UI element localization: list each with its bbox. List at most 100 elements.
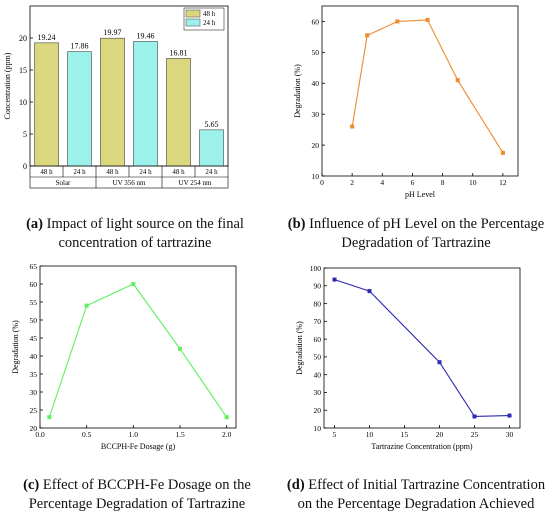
group-label: UV 254 nm	[179, 179, 212, 187]
y-tick-label: 15	[19, 66, 27, 75]
x-tick-label: 15	[401, 430, 409, 439]
y-tick-label: 70	[314, 317, 322, 326]
caption-a-text: Impact of light source on the final conc…	[46, 216, 244, 251]
data-point	[332, 277, 337, 282]
plot-frame	[39, 265, 237, 429]
bar-label: 48 h	[106, 168, 119, 176]
y-tick-label: 90	[314, 282, 322, 291]
y-axis-label: Concentration (ppm)	[3, 52, 12, 119]
y-tick-label: 20	[312, 141, 320, 150]
x-tick-label: 8	[441, 178, 445, 187]
bar-label: 48 h	[40, 168, 53, 176]
y-tick-label: 60	[312, 17, 320, 26]
bar	[100, 37, 125, 167]
plot-frame	[323, 267, 521, 429]
y-tick-label: 50	[30, 316, 38, 325]
x-axis-label: BCCPH-Fe Dosage (g)	[101, 442, 176, 451]
legend-label: 24 h	[203, 19, 216, 27]
series-line	[334, 279, 510, 417]
y-axis-label: Degradation (%)	[11, 320, 20, 374]
data-point	[500, 150, 505, 155]
data-point	[84, 303, 89, 308]
y-tick-label: 55	[30, 298, 38, 307]
data-point	[365, 33, 370, 38]
x-tick-label: 20	[436, 430, 444, 439]
data-point	[178, 346, 182, 351]
x-tick-label: 6	[411, 178, 415, 187]
y-tick-label: 45	[30, 334, 38, 343]
caption-c: (c) Effect of BCCPH-Fe Dosage on the Per…	[6, 476, 268, 514]
chart-light-source: 0 5 10 15 20 Concentration (ppm) 19.24 17.86 19.…	[3, 5, 229, 189]
x-tick-label: 0.0	[35, 430, 45, 439]
x-axis-label: pH Level	[405, 190, 436, 199]
x-tick-label: 12	[499, 178, 507, 187]
bar-value-label: 17.86	[71, 42, 89, 51]
chart-initial-concentration: 5 10 15 20 25 30 10 20 30 40 50 60 70 80 90 100 Tartrazi…	[295, 264, 521, 451]
bar-value-label: 19.97	[104, 28, 122, 37]
bar-label: 24 h	[139, 168, 152, 176]
group-label: Solar	[56, 179, 71, 187]
bar-label: 24 h	[73, 168, 86, 176]
y-tick-label: 60	[314, 335, 322, 344]
x-tick-label: 30	[506, 430, 514, 439]
y-tick-label: 40	[314, 370, 322, 379]
bar-value-label: 16.81	[170, 48, 188, 57]
y-tick-label: 10	[312, 172, 320, 181]
y-tick-label: 10	[314, 424, 322, 433]
y-tick-label: 20	[30, 424, 38, 433]
x-tick-label: 1.0	[129, 430, 139, 439]
y-tick-label: 0	[23, 162, 27, 171]
x-tick-label: 2.0	[222, 430, 232, 439]
y-axis-label: Degradation (%)	[293, 64, 302, 118]
bar	[34, 42, 59, 167]
bar	[166, 58, 191, 167]
y-tick-label: 40	[30, 352, 38, 361]
legend-swatch	[185, 18, 201, 27]
bar-label: 48 h	[172, 168, 185, 176]
plot-frame	[321, 5, 519, 177]
data-point	[437, 360, 442, 365]
y-tick-label: 80	[314, 299, 322, 308]
caption-b: (b) Influence of pH Level on the Percent…	[286, 215, 546, 253]
y-tick-label: 100	[310, 264, 322, 273]
bar-label: 24 h	[205, 168, 218, 176]
y-tick-label: 30	[30, 388, 38, 397]
data-point	[472, 414, 477, 419]
x-tick-label: 2	[350, 178, 354, 187]
x-tick-label: 10	[469, 178, 477, 187]
y-tick-label: 20	[19, 34, 27, 43]
y-tick-label: 30	[314, 388, 322, 397]
y-tick-label: 60	[30, 280, 38, 289]
data-point	[224, 415, 229, 420]
y-tick-label: 65	[30, 262, 38, 271]
bar	[67, 51, 92, 167]
caption-c-letter: (c)	[23, 477, 40, 493]
legend-swatch	[185, 9, 201, 18]
x-tick-label: 4	[380, 178, 384, 187]
y-tick-label: 35	[30, 370, 38, 379]
y-tick-label: 10	[19, 98, 27, 107]
caption-d-text: Effect of Initial Tartrazine Concentrati…	[297, 477, 546, 512]
caption-d-letter: (d)	[286, 477, 305, 493]
chart-ph-level: 0 2 4 6 8 10 12 10 20 30 40 50 60 pH Level Degradation…	[293, 5, 519, 199]
caption-b-letter: (b)	[287, 216, 306, 232]
bar-value-label: 19.24	[38, 33, 56, 42]
bar	[133, 41, 158, 167]
y-tick-label: 30	[312, 110, 320, 119]
data-point	[47, 415, 52, 420]
y-tick-label: 50	[312, 48, 320, 57]
data-point	[455, 78, 460, 83]
y-tick-label: 20	[314, 406, 322, 415]
caption-a-letter: (a)	[26, 216, 43, 232]
series-line	[351, 19, 504, 154]
caption-b-text: Influence of pH Level on the Percentage …	[309, 216, 545, 251]
x-tick-label: 0.5	[82, 430, 92, 439]
x-tick-label: 10	[366, 430, 374, 439]
data-point	[350, 124, 355, 129]
y-tick-label: 5	[23, 130, 27, 139]
data-point	[395, 19, 400, 24]
y-tick-label: 40	[312, 79, 320, 88]
y-axis-label: Degradation (%)	[295, 321, 304, 375]
x-axis-label: Tartrazine Concentration (ppm)	[371, 442, 473, 451]
group-label: UV 356 nm	[113, 179, 146, 187]
